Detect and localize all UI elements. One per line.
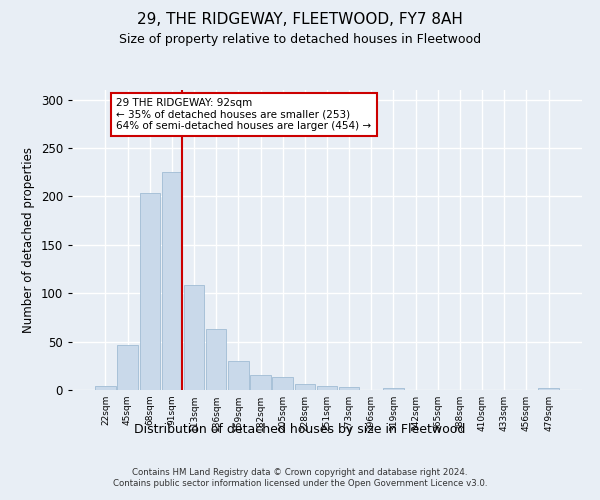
Bar	[184, 286, 204, 390]
Bar	[118, 346, 138, 390]
Text: Distribution of detached houses by size in Fleetwood: Distribution of detached houses by size …	[134, 422, 466, 436]
Text: 29 THE RIDGEWAY: 92sqm
← 35% of detached houses are smaller (253)
64% of semi-de: 29 THE RIDGEWAY: 92sqm ← 35% of detached…	[116, 98, 371, 131]
Bar	[272, 378, 293, 390]
Bar	[95, 386, 116, 390]
Bar	[339, 387, 359, 390]
Bar	[250, 376, 271, 390]
Bar	[140, 192, 160, 390]
Y-axis label: Number of detached properties: Number of detached properties	[22, 147, 35, 333]
Text: Contains HM Land Registry data © Crown copyright and database right 2024.
Contai: Contains HM Land Registry data © Crown c…	[113, 468, 487, 487]
Bar	[538, 388, 559, 390]
Bar	[317, 386, 337, 390]
Bar	[383, 388, 404, 390]
Bar	[228, 361, 248, 390]
Bar	[161, 172, 182, 390]
Bar	[206, 329, 226, 390]
Text: Size of property relative to detached houses in Fleetwood: Size of property relative to detached ho…	[119, 32, 481, 46]
Text: 29, THE RIDGEWAY, FLEETWOOD, FY7 8AH: 29, THE RIDGEWAY, FLEETWOOD, FY7 8AH	[137, 12, 463, 28]
Bar	[295, 384, 315, 390]
